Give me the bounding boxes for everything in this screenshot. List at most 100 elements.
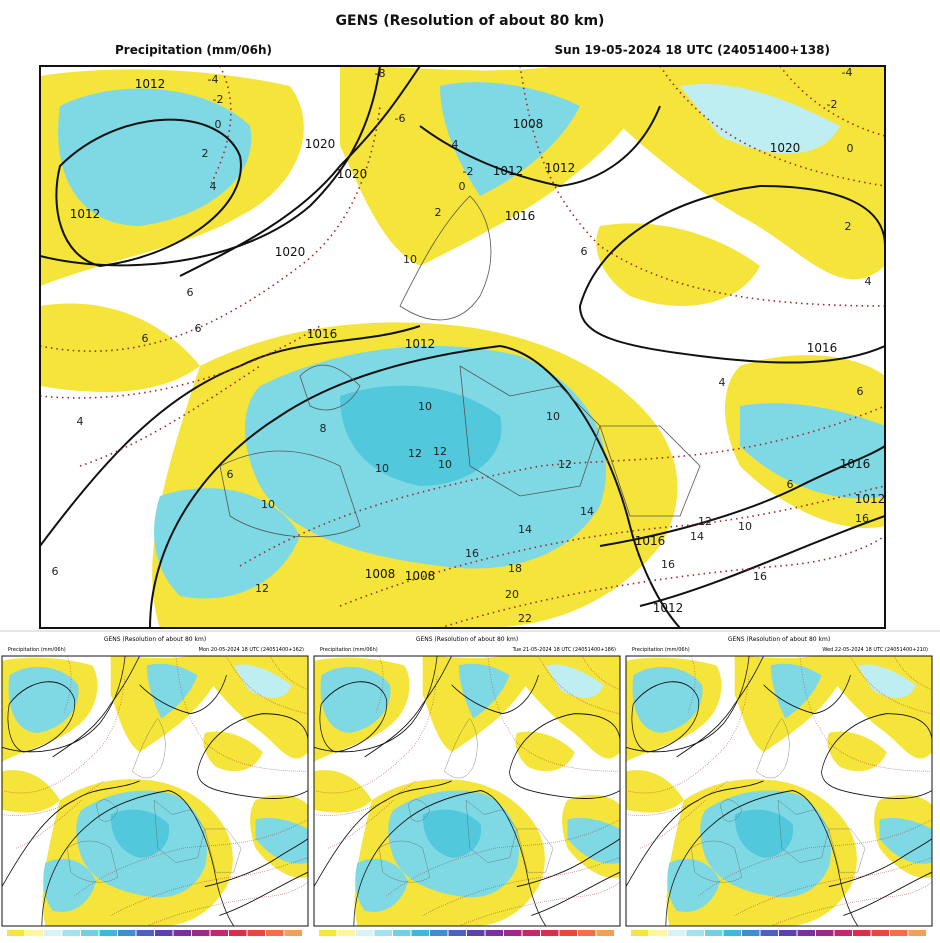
panel-map	[314, 656, 620, 927]
isotherm-label: -4	[842, 66, 853, 79]
isobar-label: 1012	[493, 164, 524, 178]
isotherm-label: 6	[52, 565, 59, 578]
panel-map-art	[314, 656, 620, 927]
isobar-label: 1012	[855, 492, 886, 506]
isobar-label: 1008	[513, 117, 544, 131]
isotherm-label: 16	[855, 512, 869, 525]
isotherm-label: 16	[661, 558, 675, 571]
colorbar-swatch	[136, 930, 154, 936]
isotherm-label: 6	[581, 245, 588, 258]
colorbar-swatch	[210, 930, 228, 936]
colorbar-swatch	[99, 930, 117, 936]
panel-title: GENS (Resolution of about 80 km)	[104, 636, 206, 643]
colorbar-swatch	[118, 930, 136, 936]
isotherm-label: 14	[580, 505, 594, 518]
colorbar-swatch	[374, 930, 392, 936]
panel-valid-time: Tue 21-05-2024 18 UTC (24051400+186)	[512, 647, 616, 653]
isotherm-label: 6	[195, 322, 202, 335]
isotherm-label: -6	[395, 112, 406, 125]
colorbar-swatch	[723, 930, 741, 936]
colorbar-swatch	[908, 930, 926, 936]
colorbar-swatch	[541, 930, 559, 936]
panel-title: GENS (Resolution of about 80 km)	[416, 636, 518, 643]
colorbar-swatch	[485, 930, 503, 936]
isotherm-label: -2	[827, 98, 838, 111]
colorbar-swatch	[44, 930, 62, 936]
panel-variable: Precipitation (mm/06h)	[320, 647, 378, 653]
colorbar-swatch	[649, 930, 667, 936]
isotherm-label: 10	[546, 410, 560, 423]
colorbar-swatch	[467, 930, 485, 936]
isotherm-label: 0	[459, 180, 466, 193]
isotherm-label: 0	[215, 118, 222, 131]
isobar-label: 1020	[770, 141, 801, 155]
isobar-label: 1008	[405, 569, 436, 583]
colorbar-swatch	[284, 930, 302, 936]
isotherm-label: 16	[465, 547, 479, 560]
panel-valid-time: Wed 22-05-2024 18 UTC (24051400+210)	[822, 647, 928, 653]
colorbar-swatch	[596, 930, 614, 936]
isobar-label: 1016	[635, 534, 666, 548]
isobar-label: 1008	[365, 567, 396, 581]
isotherm-label: 20	[505, 588, 519, 601]
isotherm-label: 6	[227, 468, 234, 481]
isotherm-label: 10	[738, 520, 752, 533]
colorbar-swatch	[504, 930, 522, 936]
isotherm-label: 10	[438, 458, 452, 471]
colorbar-swatch	[890, 930, 908, 936]
panel-frame	[625, 655, 933, 927]
panel-map	[2, 656, 308, 927]
isotherm-label: 16	[753, 570, 767, 583]
colorbar-swatch	[871, 930, 889, 936]
panel-variable: Precipitation (mm/06h)	[632, 647, 690, 653]
isotherm-label: 12	[558, 458, 572, 471]
isobar-label: 1012	[405, 337, 436, 351]
isobar-label: 1016	[840, 457, 871, 471]
colorbar-swatch	[81, 930, 99, 936]
panel-frame	[1, 655, 309, 927]
panel: GENS (Resolution of about 80 km) Precipit…	[625, 636, 933, 936]
isotherm-label: 4	[865, 275, 872, 288]
colorbar-swatch	[686, 930, 704, 936]
isotherm-label: 4	[719, 376, 726, 389]
isotherm-label: 14	[690, 530, 704, 543]
isotherm-label: 2	[845, 220, 852, 233]
colorbar-swatch	[760, 930, 778, 936]
isotherm-label: 2	[435, 206, 442, 219]
isotherm-label: 8	[320, 422, 327, 435]
colorbar-swatch	[192, 930, 210, 936]
isotherm-label: 18	[508, 562, 522, 575]
small-panels: GENS (Resolution of about 80 km) Precipit…	[1, 636, 933, 936]
main-map	[40, 66, 885, 628]
isotherm-label: -2	[463, 165, 474, 178]
colorbar-swatch	[522, 930, 540, 936]
panel: GENS (Resolution of about 80 km) Precipit…	[1, 636, 309, 936]
colorbar-swatch	[155, 930, 173, 936]
isobar-label: 1012	[545, 161, 576, 175]
isotherm-label: 6	[187, 286, 194, 299]
colorbar-swatch	[266, 930, 284, 936]
isotherm-label: 12	[698, 515, 712, 528]
colorbar-swatch	[337, 930, 355, 936]
panel-valid-time: Mon 20-05-2024 18 UTC (24051400+162)	[199, 647, 304, 653]
isotherm-label: 14	[518, 523, 532, 536]
colorbar-swatch	[229, 930, 247, 936]
colorbar-swatch	[834, 930, 852, 936]
isobar-label: 1012	[653, 601, 684, 615]
colorbar-swatch	[559, 930, 577, 936]
isotherm-label: 12	[433, 445, 447, 458]
isobar-label: 1016	[307, 327, 338, 341]
colorbar-swatch	[742, 930, 760, 936]
colorbar-swatch	[816, 930, 834, 936]
colorbar-swatch	[448, 930, 466, 936]
isotherm-label: -8	[375, 67, 386, 80]
colorbar-swatch	[319, 930, 337, 936]
colorbar-swatch	[668, 930, 686, 936]
colorbar-swatch	[7, 930, 25, 936]
isotherm-label: -2	[213, 93, 224, 106]
colorbar-swatch	[25, 930, 43, 936]
main-valid-time: Sun 19-05-2024 18 UTC (24051400+138)	[554, 43, 830, 57]
colorbar-swatch	[411, 930, 429, 936]
isobar-label: 1016	[807, 341, 838, 355]
